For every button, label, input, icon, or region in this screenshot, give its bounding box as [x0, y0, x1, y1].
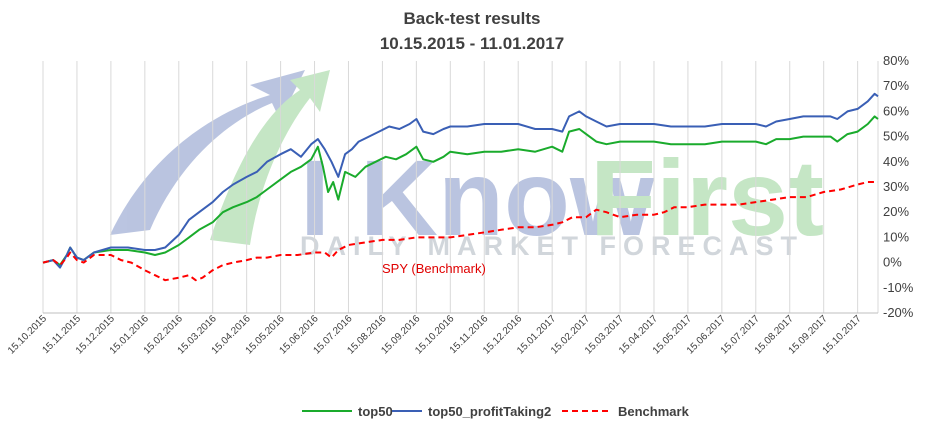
y-tick-label: -10%: [883, 280, 914, 295]
legend: top50 top50_profitTaking2 Benchmark: [302, 404, 690, 419]
chart-title: Back-test results: [403, 9, 540, 28]
y-tick-label: 60%: [883, 103, 909, 118]
series-lines: [42, 92, 879, 282]
y-tick-label: 10%: [883, 229, 909, 244]
legend-label: Benchmark: [618, 404, 690, 419]
watermark-arrow-green: [210, 70, 330, 245]
y-tick-label: 40%: [883, 154, 909, 169]
y-axis: 80% 70% 60% 50% 40% 30% 20% 10% 0% -10% -20%: [883, 53, 914, 320]
y-tick-label: 50%: [883, 129, 909, 144]
series-line-top50-profittaking2: [42, 92, 879, 269]
y-tick-label: 0%: [883, 255, 902, 270]
chart-subtitle: 10.15.2015 - 11.01.2017: [380, 34, 564, 53]
legend-label: top50_profitTaking2: [428, 404, 551, 419]
series-line-top50: [42, 115, 879, 267]
x-axis: 15.10.201515.11.201515.12.201515.01.2016…: [6, 313, 864, 356]
y-tick-label: 80%: [883, 53, 909, 68]
watermark-logo: I Know First DAILY MARKET FORECAST: [110, 70, 824, 261]
y-tick-label: 20%: [883, 204, 909, 219]
y-tick-label: 70%: [883, 78, 909, 93]
watermark-arrow-blue: [110, 70, 305, 235]
series-line-benchmark: [42, 181, 878, 282]
y-tick-label: 30%: [883, 179, 909, 194]
watermark-word-iknow: I Know: [300, 137, 655, 258]
benchmark-annotation: SPY (Benchmark): [382, 261, 486, 276]
y-tick-label: -20%: [883, 305, 914, 320]
legend-label: top50: [358, 404, 393, 419]
